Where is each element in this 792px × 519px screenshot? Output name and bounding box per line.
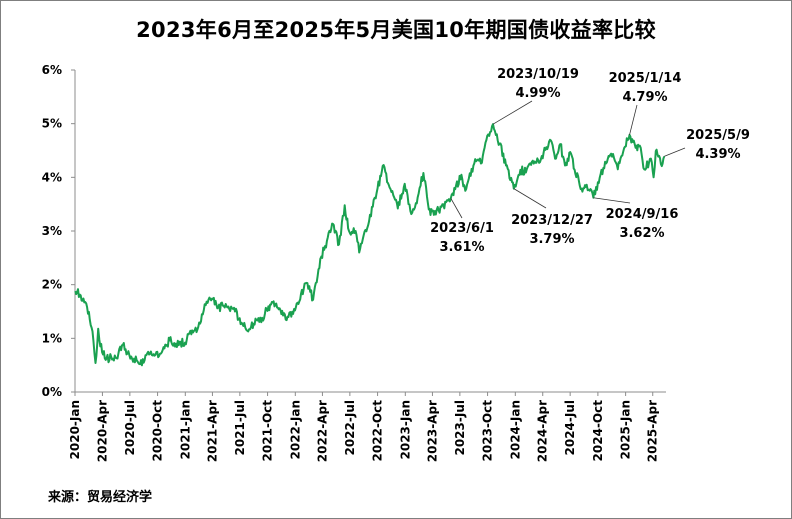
x-tick-label: 2021-Apr bbox=[205, 400, 219, 462]
annotation-leader bbox=[492, 100, 533, 125]
annotation-date: 2023/6/1 bbox=[430, 221, 494, 236]
series-line-us10y bbox=[74, 123, 666, 367]
annotation-date: 2023/12/27 bbox=[511, 213, 593, 228]
x-tick-label: 2021-Jan bbox=[178, 400, 192, 459]
annotation-value: 3.61% bbox=[439, 240, 484, 255]
x-tick-label: 2023-Jan bbox=[398, 400, 412, 459]
x-tick-label: 2025-Apr bbox=[646, 400, 660, 462]
annotation-value: 4.99% bbox=[515, 86, 560, 101]
x-tick-label: 2020-Apr bbox=[95, 400, 109, 462]
annotation-date: 2025/5/9 bbox=[686, 128, 750, 143]
source-note: 来源：贸易经济学 bbox=[48, 490, 153, 505]
y-axis: 0% 1% 2% 3% 4% 5% 6% bbox=[42, 63, 76, 399]
x-tick-label: 2024-Apr bbox=[536, 400, 550, 462]
y-tick-label: 2% bbox=[42, 278, 62, 292]
x-tick-label: 2024-Oct bbox=[591, 400, 605, 462]
annotation-value: 4.79% bbox=[622, 90, 667, 105]
x-tick-label: 2021-Jul bbox=[233, 400, 247, 456]
x-tick-label: 2022-Apr bbox=[315, 400, 329, 462]
annotation-leader bbox=[450, 198, 463, 219]
y-tick-label: 0% bbox=[42, 385, 62, 399]
annotation-leader bbox=[513, 188, 547, 209]
x-tick-label: 2023-Jul bbox=[453, 400, 467, 456]
y-tick-label: 3% bbox=[42, 224, 62, 238]
annotation-value: 4.39% bbox=[695, 147, 740, 162]
x-tick-label: 2023-Oct bbox=[481, 400, 495, 462]
annotation-date: 2025/1/14 bbox=[609, 71, 682, 86]
series-lines bbox=[74, 123, 666, 367]
x-tick-label: 2024-Jul bbox=[563, 400, 577, 456]
x-tick-label: 2023-Apr bbox=[425, 400, 439, 462]
y-tick-label: 4% bbox=[42, 170, 62, 184]
x-tick-label: 2022-Jan bbox=[288, 400, 302, 459]
annotation-leader bbox=[593, 197, 631, 204]
annotation-leader bbox=[629, 104, 638, 136]
x-tick-label: 2021-Oct bbox=[261, 400, 275, 462]
x-tick-label: 2022-Oct bbox=[371, 400, 385, 462]
x-axis: 2020-Jan 2020-Apr 2020-Jul 2020-Oct 2021-Jan… bbox=[68, 391, 666, 462]
annotations: 2023/6/1 3.61% 2023/10/19 4.99% 2023/12/27 3.… bbox=[430, 67, 750, 255]
y-tick-label: 1% bbox=[42, 331, 62, 345]
annotation-value: 3.62% bbox=[619, 226, 664, 241]
annotation-value: 3.79% bbox=[529, 232, 574, 247]
x-tick-label: 2020-Oct bbox=[151, 400, 165, 462]
chart-title: 2023年6月至2025年5月美国10年期国债收益率比较 bbox=[136, 18, 656, 42]
x-tick-label: 2020-Jan bbox=[68, 400, 82, 459]
x-tick-label: 2020-Jul bbox=[123, 400, 137, 456]
annotation-leader bbox=[664, 147, 686, 157]
x-tick-label: 2025-Jan bbox=[619, 400, 633, 459]
annotation-date: 2024/9/16 bbox=[606, 207, 679, 222]
x-tick-label: 2024-Jan bbox=[508, 400, 522, 459]
x-tick-label: 2022-Jul bbox=[343, 400, 357, 456]
y-tick-label: 6% bbox=[42, 63, 62, 77]
y-tick-label: 5% bbox=[42, 117, 62, 131]
annotation-date: 2023/10/19 bbox=[497, 67, 579, 82]
